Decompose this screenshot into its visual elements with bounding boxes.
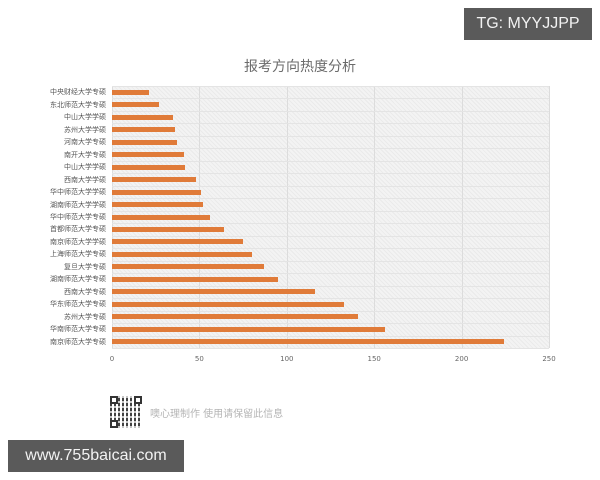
y-category-label: 苏州大学专硕 <box>64 312 106 321</box>
bar <box>112 239 244 245</box>
bar <box>112 289 315 295</box>
bar <box>112 127 175 133</box>
y-gridline <box>112 348 549 349</box>
site-badge: www.755baicai.com <box>8 440 184 472</box>
y-gridline <box>112 223 549 225</box>
y-category-label: 南开大学专硕 <box>64 150 106 159</box>
y-gridline <box>112 123 549 125</box>
y-category-label: 湖南师范大学学硕 <box>50 200 106 209</box>
bar <box>112 177 196 183</box>
y-gridline <box>112 86 549 87</box>
bar <box>112 89 149 95</box>
y-gridline <box>112 160 549 162</box>
x-gridline <box>286 86 288 348</box>
x-tick-label: 100 <box>280 355 294 363</box>
y-category-label: 复旦大学专硕 <box>64 262 106 271</box>
qr-code-icon <box>110 396 142 428</box>
y-category-label: 华中师范大学学硕 <box>50 188 106 197</box>
x-tick-label: 50 <box>194 355 204 363</box>
tg-badge: TG: MYYJJPP <box>464 8 592 40</box>
x-tick-label: 150 <box>367 355 381 363</box>
y-category-label: 首都师范大学专硕 <box>50 225 106 234</box>
bar <box>112 214 210 220</box>
bar <box>112 189 202 195</box>
bar <box>112 301 345 307</box>
y-category-label: 湖南师范大学专硕 <box>50 275 106 284</box>
footer-note: 噢心理制作 使用请保留此信息 <box>150 409 284 420</box>
y-category-label: 华东师范大学专硕 <box>50 300 106 309</box>
y-category-label: 西南大学专硕 <box>64 287 106 296</box>
bar <box>112 314 359 320</box>
x-tick-label: 250 <box>542 355 556 363</box>
y-category-label: 苏州大学学硕 <box>64 125 106 134</box>
y-category-label: 河南大学专硕 <box>64 138 106 147</box>
y-gridline <box>112 273 549 275</box>
y-category-label: 南京师范大学专硕 <box>50 337 106 346</box>
bar <box>112 264 265 270</box>
y-gridline <box>112 310 549 312</box>
y-gridline <box>112 260 549 262</box>
y-gridline <box>112 248 549 250</box>
y-category-label: 中央财经大学专硕 <box>50 88 106 97</box>
y-category-label: 中山大学学硕 <box>64 163 106 172</box>
bar <box>112 326 385 332</box>
y-category-label: 华南师范大学专硕 <box>50 325 106 334</box>
y-category-label: 东北师范大学专硕 <box>50 100 106 109</box>
bar <box>112 226 224 232</box>
x-gridline <box>374 86 376 348</box>
y-gridline <box>112 285 549 287</box>
y-category-label: 华中师范大学专硕 <box>50 213 106 221</box>
y-gridline <box>112 98 549 100</box>
y-gridline <box>112 148 549 150</box>
y-gridline <box>112 210 549 212</box>
y-gridline <box>112 235 549 237</box>
bar <box>112 276 279 282</box>
y-gridline <box>112 198 549 200</box>
y-gridline <box>112 185 549 187</box>
bar <box>112 152 184 158</box>
bar <box>112 102 160 108</box>
y-category-label: 中山大学学硕 <box>64 113 106 122</box>
bar <box>112 164 186 170</box>
y-category-label: 上海师范大学专硕 <box>50 250 106 259</box>
y-gridline <box>112 135 549 137</box>
x-tick-label: 200 <box>454 355 469 363</box>
bar <box>112 139 177 145</box>
bar <box>112 251 252 257</box>
y-category-label: 西南大学学硕 <box>64 175 106 184</box>
y-gridline <box>112 173 549 175</box>
chart-title: 报考方向热度分析 <box>244 59 356 75</box>
bar <box>112 339 504 345</box>
y-gridline <box>112 298 549 300</box>
y-category-label: 南京师范大学学硕 <box>50 237 106 246</box>
x-gridline <box>461 86 463 348</box>
y-gridline <box>112 323 549 325</box>
bar <box>112 202 203 208</box>
x-tick-label: 0 <box>109 355 115 363</box>
y-gridline <box>112 110 549 112</box>
bar <box>112 114 174 120</box>
x-gridline <box>549 86 550 348</box>
plot-area <box>112 86 550 349</box>
y-gridline <box>112 335 549 337</box>
